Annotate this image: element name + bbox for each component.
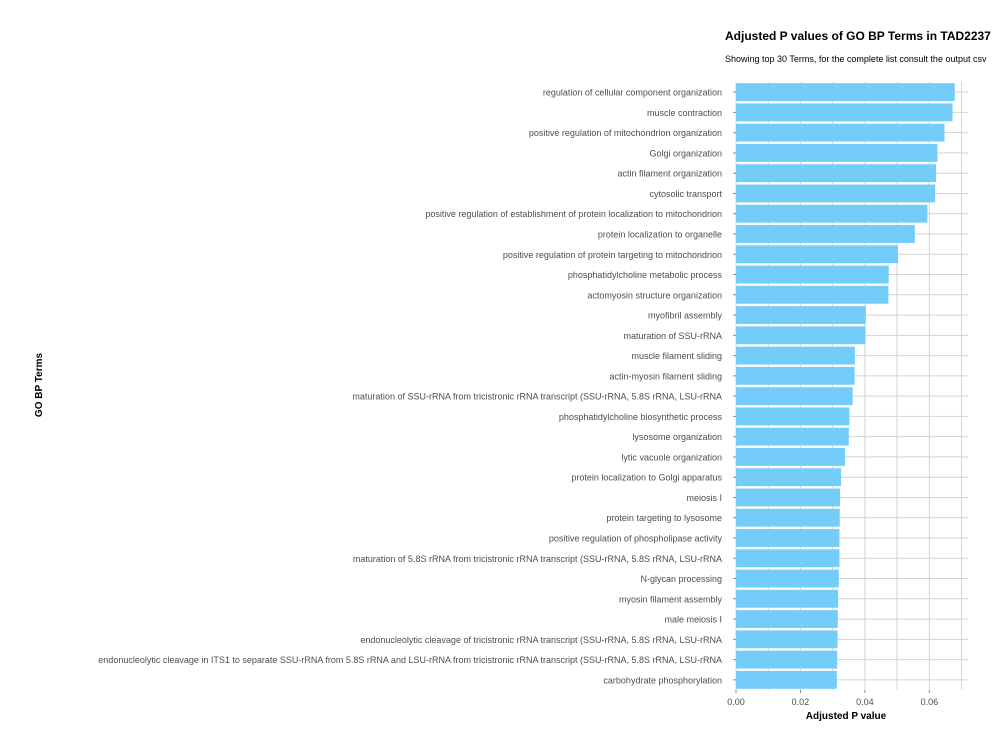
y-tick-label: protein localization to Golgi apparatus xyxy=(571,473,722,483)
y-tick-label: male meiosis I xyxy=(664,615,722,625)
y-tick-label: myosin filament assembly xyxy=(619,594,723,604)
y-tick-label: regulation of cellular component organiz… xyxy=(543,88,722,98)
x-tick-label: 0.02 xyxy=(792,697,810,707)
bar xyxy=(736,204,928,223)
y-tick-label: positive regulation of phospholipase act… xyxy=(549,534,723,544)
y-axis-label: GO BP Terms xyxy=(34,353,45,418)
bar xyxy=(736,144,938,162)
bar xyxy=(736,610,838,628)
y-tick-label: endonucleolytic cleavage of tricistronic… xyxy=(360,635,722,645)
bar xyxy=(736,630,838,649)
y-tick-label: carbohydrate phosphorylation xyxy=(603,675,722,685)
y-tick-label: phosphatidylcholine biosynthetic process xyxy=(559,412,723,422)
y-tick-label: actomyosin structure organization xyxy=(587,290,722,300)
y-tick-label: N-glycan processing xyxy=(640,574,722,584)
bar xyxy=(736,589,839,608)
bar xyxy=(736,184,936,203)
bar xyxy=(736,285,889,304)
bars xyxy=(736,83,955,689)
y-tick-label: protein targeting to lysosome xyxy=(606,513,722,523)
y-tick-label: maturation of 5.8S rRNA from tricistroni… xyxy=(353,554,722,564)
bar xyxy=(736,407,850,426)
bar xyxy=(736,529,840,547)
y-tick-label: lysosome organization xyxy=(632,432,722,442)
chart-subtitle: Showing top 30 Terms, for the complete l… xyxy=(725,54,987,64)
bar xyxy=(736,448,845,466)
y-tick-label: meiosis I xyxy=(686,493,722,503)
x-tick-label: 0.04 xyxy=(856,697,874,707)
chart-title: Adjusted P values of GO BP Terms in TAD2… xyxy=(725,29,991,43)
y-tick-label: muscle contraction xyxy=(647,108,722,118)
bar xyxy=(736,326,866,345)
y-tick-label: phosphatidylcholine metabolic process xyxy=(568,270,723,280)
y-tick-label: lytic vacuole organization xyxy=(621,452,722,462)
y-tick-label: protein localization to organelle xyxy=(598,230,722,240)
y-tick-label: maturation of SSU-rRNA from tricistronic… xyxy=(352,392,722,402)
bar xyxy=(736,164,937,183)
bar xyxy=(736,123,945,142)
y-tick-label: positive regulation of mitochondrion org… xyxy=(529,128,722,138)
bar xyxy=(736,245,899,264)
bar xyxy=(736,670,837,689)
bar xyxy=(736,306,866,324)
y-tick-labels: regulation of cellular component organiz… xyxy=(98,88,736,685)
y-tick-label: myofibril assembly xyxy=(648,311,723,321)
y-tick-label: actin-myosin filament sliding xyxy=(609,371,722,381)
y-tick-label: endonucleolytic cleavage in ITS1 to sepa… xyxy=(98,655,722,665)
y-tick-label: muscle filament sliding xyxy=(631,351,722,361)
bar xyxy=(736,468,842,487)
x-tick-label: 0.00 xyxy=(727,697,745,707)
y-tick-label: cytosolic transport xyxy=(649,189,722,199)
bar xyxy=(736,387,853,406)
x-tick-labels: 0.00 0.02 0.04 0.06 xyxy=(727,690,938,707)
y-tick-label: positive regulation of establishment of … xyxy=(425,209,722,219)
bar xyxy=(736,366,855,385)
bar xyxy=(736,508,840,527)
bar xyxy=(736,549,840,568)
bar xyxy=(736,427,849,446)
x-axis-label: Adjusted P value xyxy=(806,711,887,722)
bar xyxy=(736,650,838,669)
y-tick-label: Golgi organization xyxy=(649,148,722,158)
bar xyxy=(736,488,841,507)
bar xyxy=(736,346,855,365)
bar xyxy=(736,103,953,122)
bar xyxy=(736,225,915,243)
y-tick-label: positive regulation of protein targeting… xyxy=(503,250,722,260)
bar xyxy=(736,265,889,284)
y-tick-label: maturation of SSU-rRNA xyxy=(623,331,722,341)
x-tick-label: 0.06 xyxy=(921,697,939,707)
y-tick-label: actin filament organization xyxy=(617,169,722,179)
bar xyxy=(736,569,839,588)
bar xyxy=(736,83,955,102)
